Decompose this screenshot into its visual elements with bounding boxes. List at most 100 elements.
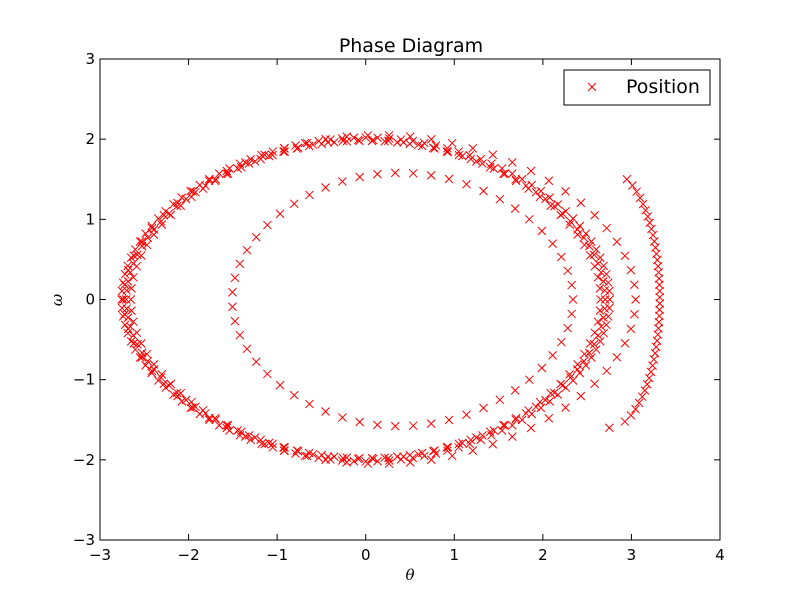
data-point — [147, 366, 157, 376]
data-point — [602, 223, 612, 233]
y-tick-label: 3 — [85, 50, 95, 68]
data-point — [135, 237, 145, 246]
data-point — [644, 373, 654, 383]
data-point — [260, 150, 269, 160]
data-point — [132, 261, 142, 271]
data-point — [222, 420, 231, 430]
data-point — [384, 456, 394, 465]
data-point — [338, 413, 347, 422]
data-point — [495, 194, 505, 204]
data-point — [535, 397, 545, 407]
data-point — [159, 379, 169, 389]
data-point — [599, 277, 608, 286]
data-point — [355, 172, 365, 182]
data-point — [579, 233, 589, 243]
data-point — [321, 455, 331, 465]
data-point — [447, 138, 457, 148]
data-point — [122, 286, 132, 295]
data-point — [556, 210, 565, 220]
data-point — [250, 433, 260, 443]
data-point — [172, 201, 182, 211]
data-point — [275, 380, 285, 390]
data-point — [500, 169, 510, 179]
data-point — [541, 395, 550, 405]
data-point — [646, 367, 656, 377]
x-tick-label: 1 — [450, 546, 460, 564]
y-tick: 2 — [85, 130, 720, 148]
data-point — [563, 323, 573, 333]
data-point — [590, 210, 599, 220]
data-point — [120, 269, 130, 279]
series-position-points — [117, 130, 665, 469]
data-point — [293, 143, 303, 153]
data-point — [517, 174, 527, 184]
x-tick: 0 — [361, 59, 371, 564]
data-point — [426, 134, 436, 144]
x-tick-label: 4 — [715, 546, 725, 564]
data-point — [222, 423, 232, 433]
data-point — [479, 403, 488, 413]
data-point — [142, 240, 152, 250]
data-point — [558, 209, 568, 219]
x-tick-label: 0 — [361, 546, 371, 564]
data-point — [280, 144, 289, 153]
data-point — [566, 217, 575, 226]
data-point — [156, 217, 166, 226]
data-point — [585, 251, 595, 260]
data-point — [510, 204, 520, 214]
y-axis-label: ω — [48, 294, 66, 306]
x-tick: 4 — [715, 59, 725, 564]
data-point — [240, 157, 250, 167]
data-point — [119, 295, 128, 304]
data-point — [517, 415, 527, 425]
data-point — [556, 252, 566, 262]
data-point — [645, 218, 655, 228]
data-point — [223, 420, 233, 430]
data-point — [566, 373, 575, 382]
data-point — [214, 169, 224, 179]
data-point — [605, 295, 615, 304]
data-point — [280, 443, 289, 452]
y-tick-label: −2 — [73, 451, 95, 469]
data-point — [204, 415, 214, 425]
data-point — [640, 386, 650, 395]
data-point — [117, 295, 126, 304]
data-point — [293, 446, 303, 456]
data-point — [524, 184, 533, 194]
data-point — [488, 150, 498, 160]
data-point — [240, 432, 250, 442]
data-point — [159, 210, 169, 220]
data-point — [129, 272, 138, 282]
data-point — [524, 405, 533, 415]
data-point — [373, 169, 382, 179]
data-point — [164, 209, 174, 219]
data-point — [337, 456, 347, 465]
data-point — [268, 439, 277, 449]
data-point — [321, 183, 330, 192]
data-point — [408, 168, 418, 178]
data-point — [123, 324, 133, 334]
data-point — [631, 295, 640, 304]
data-point — [442, 147, 452, 156]
y-tick: 1 — [85, 210, 720, 228]
data-point — [544, 413, 554, 423]
data-point — [546, 201, 556, 211]
data-point — [556, 337, 566, 347]
data-point — [198, 405, 208, 415]
data-point — [349, 133, 359, 143]
data-point — [558, 380, 568, 390]
data-point — [300, 138, 310, 148]
data-point — [300, 451, 310, 461]
data-point — [279, 147, 288, 156]
data-point — [363, 459, 373, 469]
data-point — [454, 147, 463, 156]
data-point — [586, 353, 596, 362]
x-tick: 1 — [450, 59, 460, 564]
data-point — [384, 134, 394, 143]
data-point — [612, 352, 622, 362]
data-point — [426, 455, 436, 465]
data-point — [511, 413, 521, 423]
data-point — [593, 317, 603, 327]
data-point — [526, 423, 536, 433]
